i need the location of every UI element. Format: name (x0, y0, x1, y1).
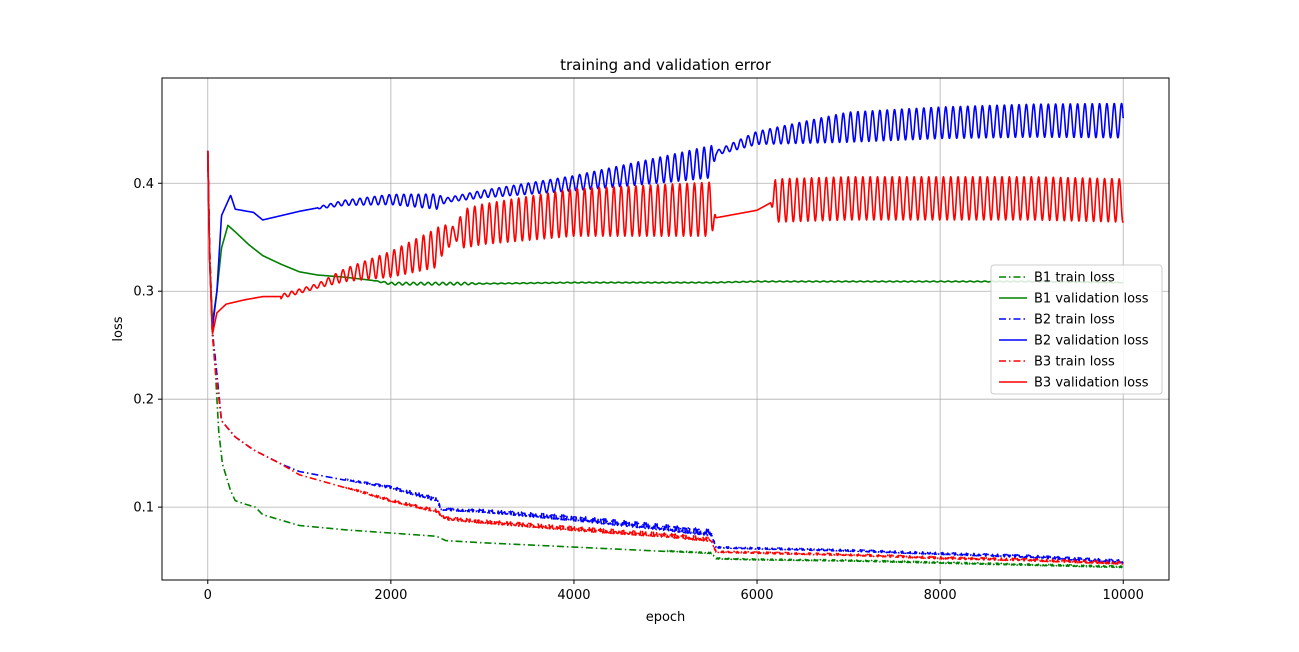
series-line (206, 102, 1125, 329)
series-lines (206, 102, 1125, 569)
legend-entry-label: B2 train loss (1034, 313, 1115, 328)
x-tick-label: 4000 (557, 588, 590, 603)
legend-entry-label: B3 train loss (1034, 355, 1115, 370)
x-tick-label: 6000 (740, 588, 773, 603)
plot-frame (161, 77, 1170, 581)
y-axis-label: loss (111, 316, 126, 341)
x-tick-label: 0 (204, 588, 212, 603)
series-line (206, 150, 1124, 335)
legend-entry-label: B1 train loss (1034, 271, 1115, 286)
x-axis-label: epoch (646, 610, 686, 625)
series-line (206, 150, 1124, 565)
x-tick-label: 10000 (1103, 588, 1144, 603)
legend-entry-label: B1 validation loss (1034, 292, 1149, 307)
chart-title: training and validation error (560, 56, 772, 74)
y-tick-label: 0.2 (133, 393, 154, 408)
axis-ticks: 0 2000 4000 6000 8000 10000 0.1 0.2 0.3 0.4 (133, 177, 1144, 603)
y-tick-label: 0.3 (133, 285, 154, 300)
legend: B1 train loss B1 validation loss B2 train … (990, 264, 1163, 395)
legend-entry-label: B3 validation loss (1034, 376, 1149, 391)
legend-entry-label: B2 validation loss (1034, 334, 1149, 349)
legend-box (990, 264, 1163, 395)
x-tick-label: 2000 (374, 588, 407, 603)
x-tick-label: 8000 (924, 588, 957, 603)
series-line (206, 150, 1124, 569)
y-tick-label: 0.1 (133, 501, 154, 516)
series-line (206, 150, 1124, 564)
y-tick-label: 0.4 (133, 177, 154, 192)
